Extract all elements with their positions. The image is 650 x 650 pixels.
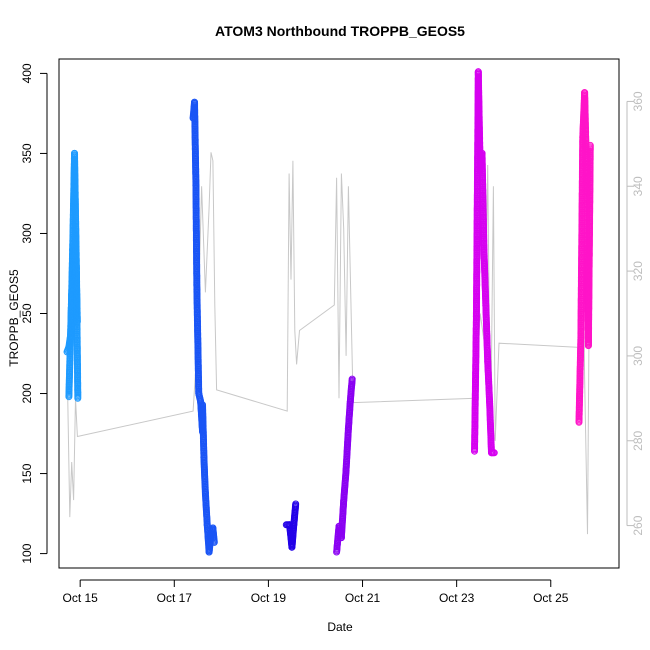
y-tick-label: 250 (20, 303, 34, 323)
x-tick-label: Oct 21 (345, 591, 381, 605)
right-y-axis: 260 280 300 320 340 360 (626, 91, 645, 536)
data-point (74, 394, 82, 402)
data-point (292, 500, 300, 508)
right-y-tick-label: 360 (631, 91, 645, 111)
right-y-tick-label: 260 (631, 515, 645, 535)
y-tick-label: 150 (20, 463, 34, 483)
right-y-tick-label: 340 (631, 176, 645, 196)
x-tick-label: Oct 25 (533, 591, 569, 605)
data-series-2 (189, 98, 218, 556)
data-point (73, 318, 81, 325)
x-axis: Oct 15 Oct 17 Oct 19 Oct 21 Oct 23 Oct 25 (62, 579, 569, 605)
right-y-tick-label: 320 (631, 261, 645, 281)
data-series-6 (575, 89, 594, 426)
y-tick-label: 400 (20, 63, 34, 83)
data-point (210, 538, 218, 546)
x-tick-label: Oct 17 (157, 591, 193, 605)
data-series-3 (282, 500, 300, 551)
x-tick-label: Oct 19 (251, 591, 287, 605)
y-axis: 100 150 200 250 300 350 400 (20, 63, 48, 564)
x-axis-label: Date (327, 620, 353, 634)
data-series-5 (471, 68, 498, 457)
data-point (348, 375, 356, 383)
y-tick-label: 300 (20, 223, 34, 243)
data-series-4 (333, 375, 356, 556)
y-axis-label: TROPPB_GEOS5 (7, 269, 21, 367)
data-point (490, 449, 498, 457)
right-y-tick-label: 300 (631, 346, 645, 366)
plot-frame (58, 58, 620, 569)
y-tick-label: 100 (20, 543, 34, 563)
chart-title: ATOM3 Northbound TROPPB_GEOS5 (215, 23, 465, 39)
x-tick-label: Oct 15 (62, 591, 98, 605)
data-series-1 (63, 149, 82, 402)
right-y-tick-label: 280 (631, 430, 645, 450)
y-tick-label: 350 (20, 143, 34, 163)
data-point (586, 141, 594, 149)
series-layer (63, 68, 594, 556)
x-tick-label: Oct 23 (439, 591, 475, 605)
y-tick-label: 200 (20, 383, 34, 403)
